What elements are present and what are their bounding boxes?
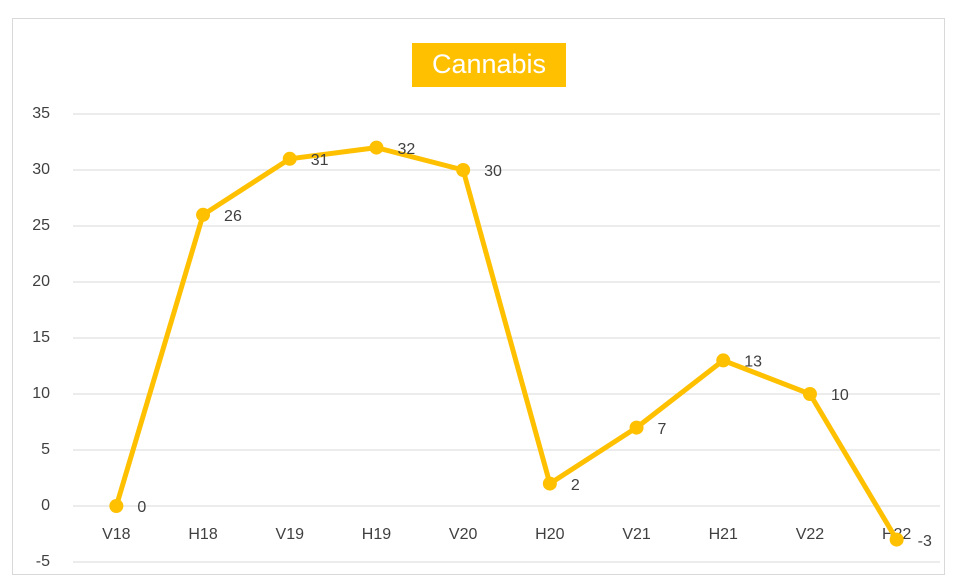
point <box>629 420 644 435</box>
point <box>716 353 731 368</box>
chart-title: Cannabis <box>432 49 546 79</box>
x-tick-label: V22 <box>796 526 825 543</box>
point <box>542 476 557 491</box>
data-label: 10 <box>831 387 849 404</box>
point <box>369 140 384 155</box>
title-box <box>412 43 566 87</box>
point <box>109 499 124 513</box>
x-tick-label: V18 <box>102 526 131 543</box>
data-label: 7 <box>658 421 667 438</box>
point <box>802 387 817 401</box>
y-tick-label: 30 <box>32 161 50 178</box>
data-label: 31 <box>311 152 329 169</box>
x-tick-label: H20 <box>535 526 564 543</box>
x-tick-label: H18 <box>188 526 217 543</box>
y-tick-label: 0 <box>41 497 50 514</box>
line <box>113 145 899 541</box>
data-label: 13 <box>744 354 762 371</box>
point <box>889 532 904 547</box>
point <box>456 163 471 177</box>
data-label: 2 <box>571 477 580 494</box>
data-label: 32 <box>397 141 415 158</box>
y-tick-label: -5 <box>36 553 50 570</box>
point <box>282 151 297 166</box>
x-tick-label: V20 <box>449 526 478 543</box>
point <box>196 207 211 222</box>
x-tick-label: V19 <box>276 526 305 543</box>
data-label: -3 <box>918 533 932 550</box>
y-tick-label: 20 <box>32 273 50 290</box>
y-tick-label: 25 <box>32 217 50 234</box>
data-label: 0 <box>137 499 146 516</box>
data-label: 30 <box>484 163 502 180</box>
y-tick-label: 5 <box>41 441 50 458</box>
chart-border <box>12 18 945 575</box>
y-tick-label: 10 <box>32 385 50 402</box>
x-tick-label: V21 <box>622 526 651 543</box>
data-label: 26 <box>224 208 242 225</box>
y-tick-label: 15 <box>32 329 50 346</box>
x-tick-label: H21 <box>709 526 738 543</box>
y-tick-label: 35 <box>32 105 50 122</box>
x-tick-label: H19 <box>362 526 391 543</box>
